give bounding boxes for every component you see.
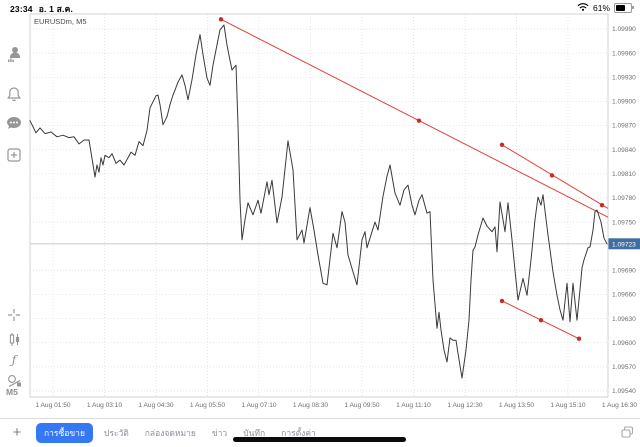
tab-news[interactable]: ข่าว	[211, 428, 228, 438]
y-axis-tick: 1.09750	[612, 219, 636, 226]
x-axis-label: 1 Aug 11:10	[396, 402, 431, 409]
current-price-value: 1.09723	[612, 241, 636, 248]
x-axis-label: 1 Aug 13:50	[499, 402, 535, 409]
trendline-upper-short[interactable]	[501, 144, 609, 209]
x-axis-label: 1 Aug 15:10	[550, 402, 586, 409]
y-axis-tick: 1.09660	[612, 292, 636, 299]
y-axis-tick: 1.09780	[612, 195, 636, 202]
y-axis-tick: 1.09630	[612, 316, 636, 323]
trendline-lower-handle[interactable]	[499, 298, 505, 304]
trendline-lower-handle[interactable]	[576, 336, 582, 341]
trendline-upper-long-handle[interactable]	[416, 118, 422, 123]
y-axis-tick: 1.09810	[612, 171, 636, 178]
tab-trade[interactable]: การซื้อขาย	[36, 423, 93, 443]
battery-percent: 61%	[592, 2, 610, 13]
x-axis-label: 1 Aug 04:30	[138, 402, 174, 409]
chat-icon[interactable]	[5, 114, 23, 132]
y-axis-tick: 1.09900	[612, 99, 636, 106]
indicators-icon[interactable]: ƒ	[11, 353, 17, 367]
objects-icon[interactable]	[5, 372, 23, 390]
y-axis-tick: 1.09870	[612, 123, 636, 130]
price-series-line	[29, 24, 608, 379]
y-axis-tick: 1.09840	[612, 147, 636, 154]
y-axis-tick: 1.09930	[612, 74, 636, 81]
trendline-upper-long-handle[interactable]	[218, 17, 224, 22]
trendline-upper-short-handle[interactable]	[499, 142, 505, 148]
trendline-upper-short-handle[interactable]	[549, 173, 555, 178]
chart-symbol-label: EURUSDm, M5	[34, 17, 87, 26]
x-axis-label: 1 Aug 07:10	[241, 402, 277, 409]
tab-journal[interactable]: บันทึก	[243, 428, 266, 438]
trendline-upper-short-handle[interactable]	[599, 202, 605, 208]
home-indicator[interactable]	[233, 437, 406, 442]
y-axis-tick: 1.09960	[612, 50, 636, 57]
status-date: อ. 1 ส.ค.	[38, 4, 74, 14]
y-axis-tick: 1.09990	[612, 26, 636, 33]
x-axis-label: 1 Aug 08:30	[293, 402, 329, 409]
x-axis-label: 1 Aug 01:50	[35, 402, 71, 409]
y-axis-tick: 1.09540	[612, 388, 636, 395]
x-axis-label: 1 Aug 09:50	[344, 402, 380, 409]
chart-frame	[29, 13, 609, 398]
app-windows-icon[interactable]	[621, 425, 634, 443]
battery-icon	[614, 2, 634, 13]
current-price-tag	[608, 238, 640, 250]
y-axis-tick: 1.09600	[612, 340, 636, 347]
trendline-upper-long[interactable]	[220, 18, 609, 218]
status-bar: 23:34 อ. 1 ส.ค. 61%	[0, 0, 640, 14]
add-tab-button[interactable]: +	[12, 424, 22, 441]
x-axis-label: 1 Aug 05:50	[190, 402, 226, 409]
chart-type-icon[interactable]	[5, 330, 23, 348]
y-axis-tick: 1.09570	[612, 364, 636, 371]
bottom-tab-bar: + การซื้อขาย ประวัติ กล่องจดหมาย ข่าว บั…	[0, 418, 640, 447]
wifi-icon	[577, 2, 589, 13]
new-chart-icon[interactable]	[5, 146, 23, 164]
x-axis-label: 1 Aug 12:30	[447, 402, 483, 409]
notifications-icon[interactable]	[5, 85, 23, 103]
user-status-icon[interactable]	[5, 45, 23, 63]
tab-settings[interactable]: การตั้งค่า	[281, 428, 316, 438]
tab-mailbox[interactable]: กล่องจดหมาย	[144, 428, 196, 438]
timeframe-label[interactable]: M5	[6, 387, 18, 397]
x-axis-label: 1 Aug 16:30	[602, 402, 638, 409]
trendline-lower-handle[interactable]	[538, 318, 544, 323]
tab-history[interactable]: ประวัติ	[103, 428, 129, 438]
clock: 23:34	[10, 4, 33, 14]
y-axis-tick: 1.09690	[612, 268, 636, 275]
crosshair-icon[interactable]	[5, 306, 23, 324]
x-axis-label: 1 Aug 03:10	[87, 402, 123, 409]
